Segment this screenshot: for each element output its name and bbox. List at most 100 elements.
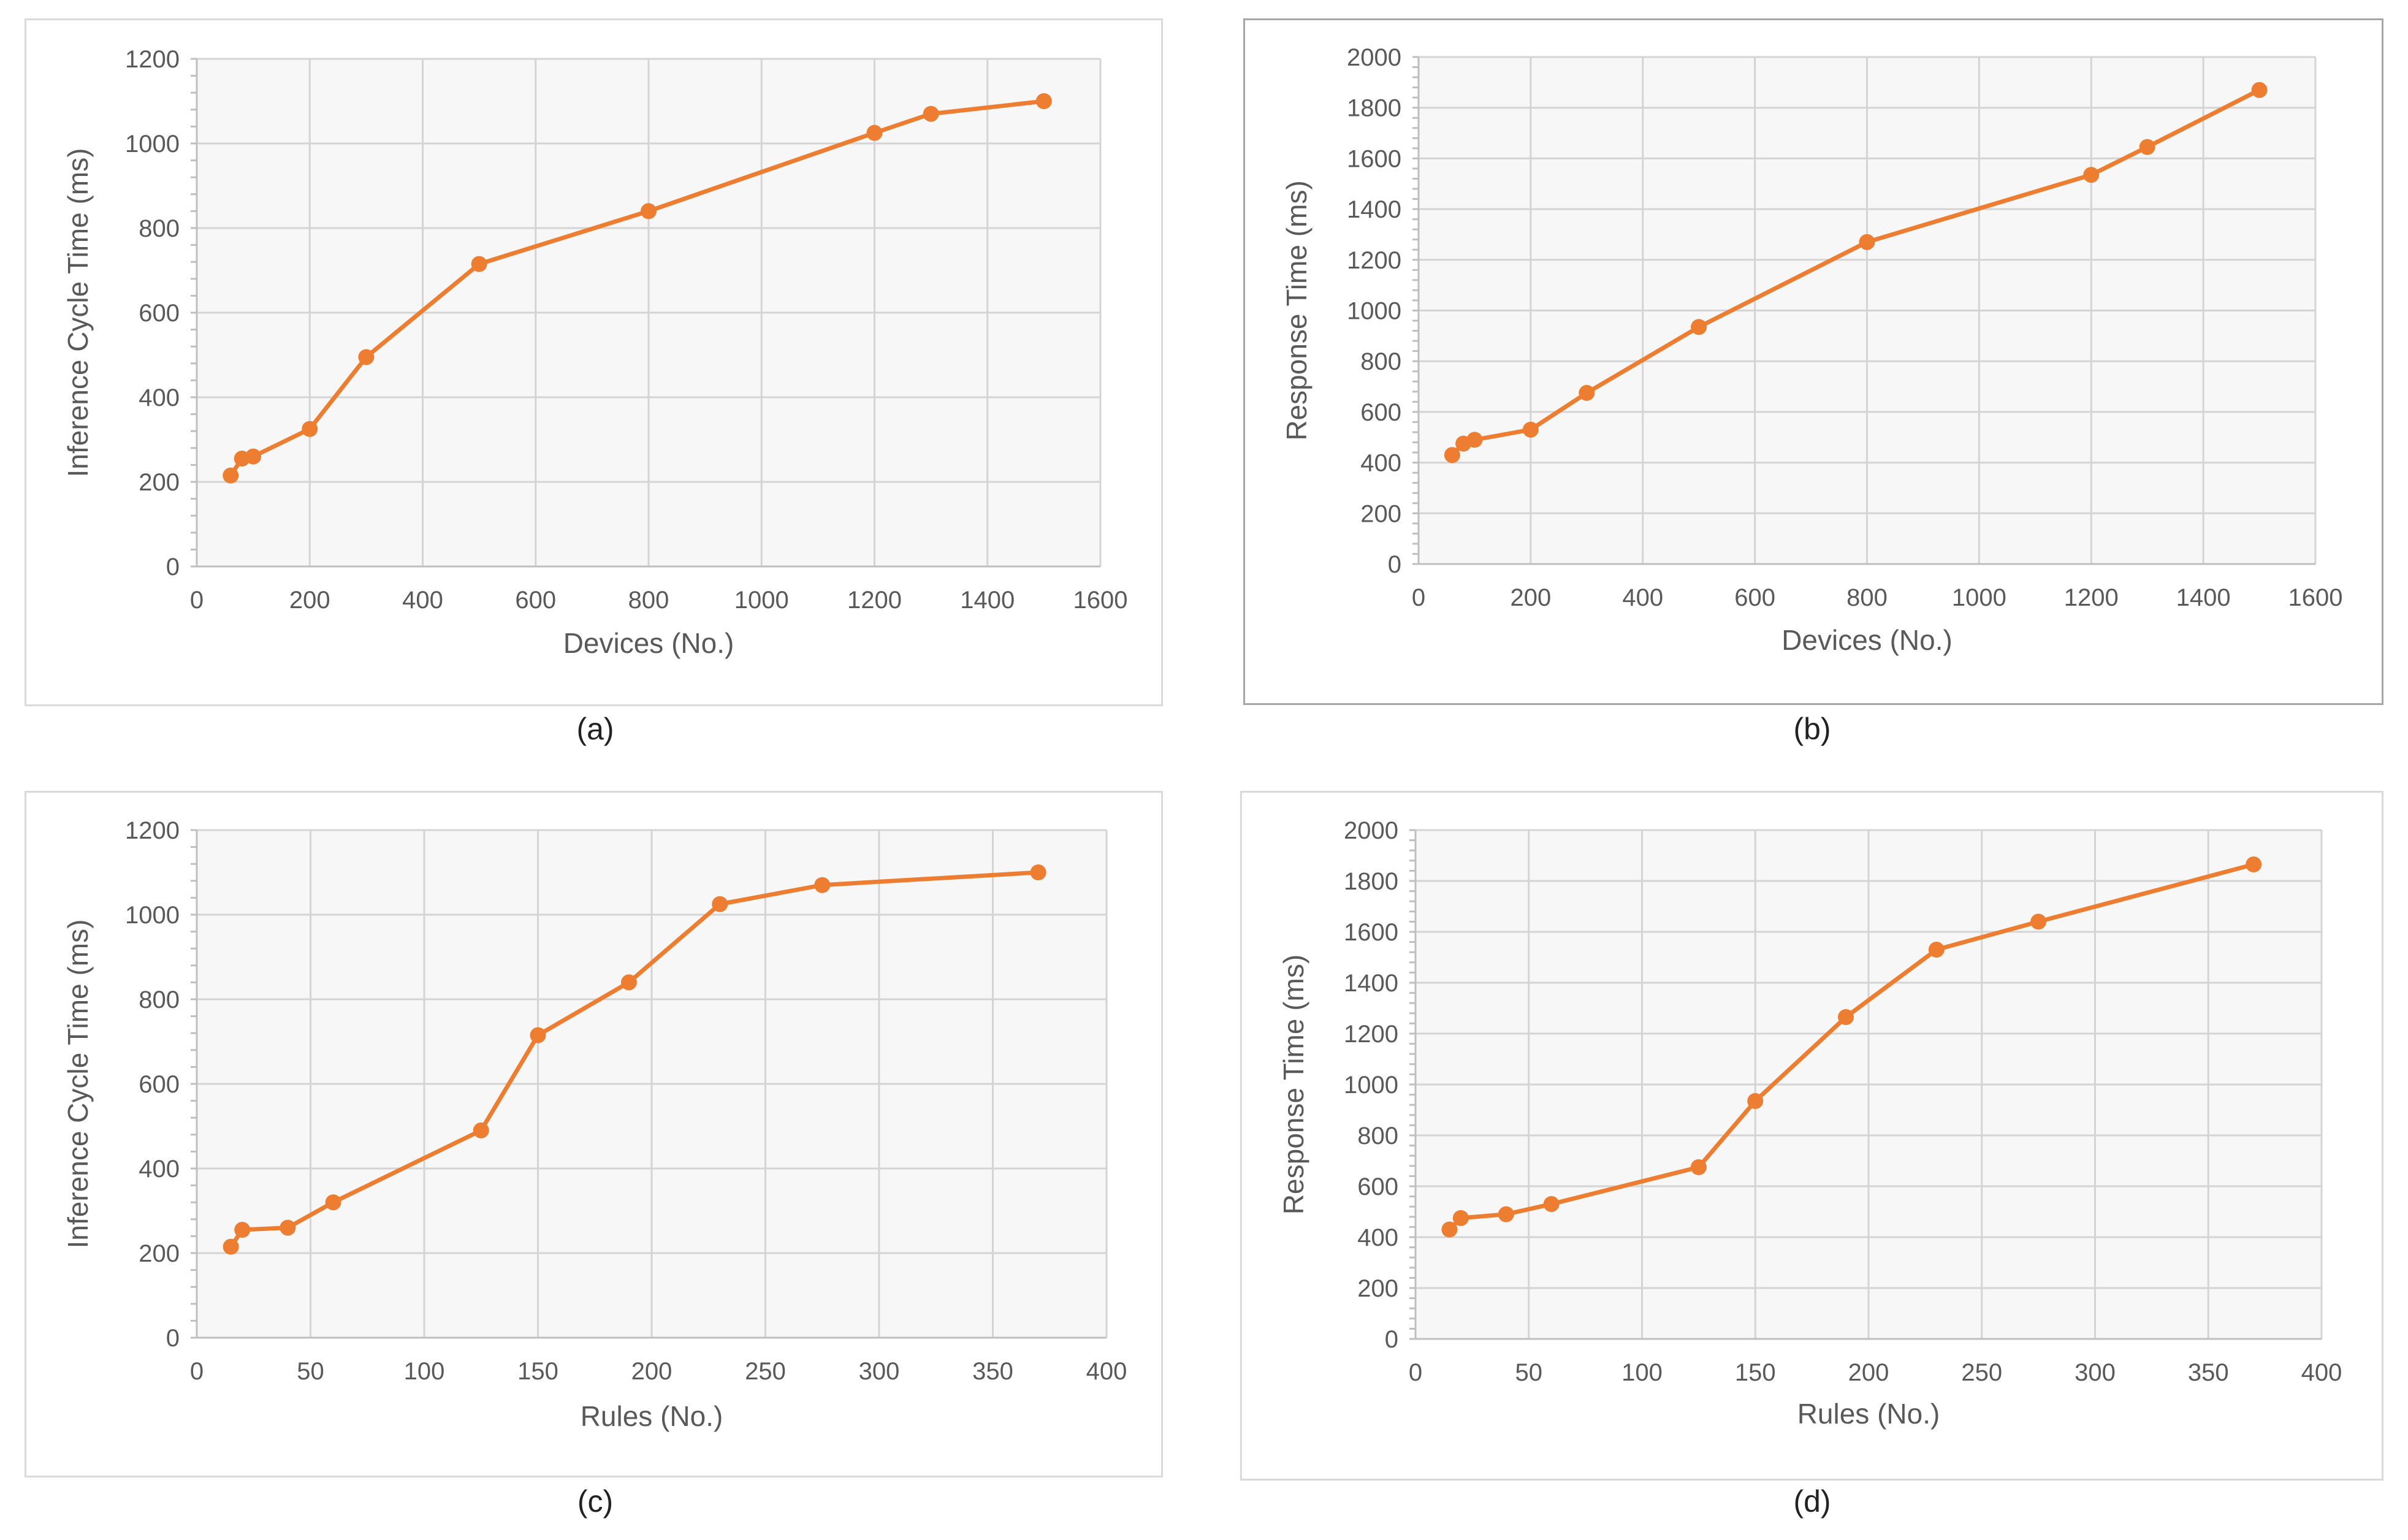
- series-line: [1447, 862, 2255, 1232]
- y-tick-label: 800: [1357, 1123, 1398, 1149]
- x-tick-label: 800: [1846, 584, 1888, 611]
- x-tick-label: 1600: [2288, 584, 2343, 611]
- data-point: [1035, 93, 1052, 109]
- x-tick-label: 0: [190, 1358, 204, 1385]
- y-tick-label: 0: [1388, 551, 1401, 578]
- y-tick-label: 0: [1385, 1326, 1398, 1353]
- data-point: [1579, 384, 1595, 401]
- x-tick-label: 300: [859, 1358, 900, 1385]
- data-point: [1452, 1210, 1469, 1226]
- data-point: [1441, 1221, 1458, 1238]
- data-point: [280, 1219, 296, 1236]
- data-point: [223, 1238, 239, 1255]
- x-tick-label: 1200: [847, 587, 902, 614]
- x-tick-label: 0: [190, 587, 204, 614]
- data-point: [1030, 864, 1046, 880]
- data-point: [471, 256, 487, 272]
- y-tick-label: 400: [1357, 1224, 1398, 1251]
- data-point: [1498, 1206, 1514, 1222]
- chart-panel-b: 0 200 400 600 800 1000 1200 1400 1600 1800 2000 0 20…: [1243, 18, 2383, 705]
- data-point: [1747, 1092, 1764, 1109]
- chart-a: 0 200 400 600 800 1000 1200 0 200 400 600 800 1000 12…: [62, 46, 1128, 659]
- x-tick-label: 350: [2188, 1359, 2229, 1386]
- y-tick-label: 1200: [1344, 1021, 1398, 1048]
- x-tick-label: 600: [1734, 584, 1775, 611]
- x-tick-label: 350: [972, 1358, 1013, 1385]
- data-point: [712, 896, 728, 912]
- y-axis-title: Inference Cycle Time (ms): [62, 148, 94, 478]
- y-tick-label: 1000: [125, 902, 180, 929]
- data-point: [641, 203, 657, 219]
- x-tick-label: 1600: [1073, 587, 1128, 614]
- x-tick-label: 150: [1735, 1359, 1776, 1386]
- data-point: [1444, 447, 1460, 463]
- x-tick-label: 250: [1961, 1359, 2002, 1386]
- data-point: [923, 105, 939, 122]
- series-line: [229, 870, 1038, 1248]
- x-tick-label: 400: [2301, 1359, 2342, 1386]
- y-tick-label: 400: [139, 384, 180, 411]
- x-tick-label: 50: [1515, 1359, 1543, 1386]
- x-axis-title: Devices (No.): [563, 627, 734, 659]
- y-axis-title: Inference Cycle Time (ms): [62, 920, 94, 1249]
- y-tick-label: 200: [139, 469, 180, 496]
- y-tick-label: 600: [1357, 1173, 1398, 1200]
- data-point: [1691, 319, 1707, 335]
- data-point: [1543, 1196, 1560, 1213]
- x-tick-label: 400: [1086, 1358, 1127, 1385]
- y-tick-label: 600: [139, 300, 180, 327]
- chart-panel-c: 0 200 400 600 800 1000 1200 0 50 100 150 200 250 300 3…: [25, 791, 1163, 1477]
- data-point: [473, 1122, 489, 1138]
- y-tick-label: 1800: [1347, 95, 1401, 122]
- data-point: [2030, 913, 2047, 930]
- data-point: [1522, 421, 1539, 438]
- data-point: [223, 467, 239, 484]
- y-tick-label: 2000: [1344, 817, 1398, 844]
- caption-b: (b): [1793, 712, 1831, 746]
- y-tick-label: 1600: [1344, 919, 1398, 946]
- x-tick-label: 1400: [960, 587, 1015, 614]
- x-tick-label: 0: [1409, 1359, 1422, 1386]
- x-tick-label: 1400: [2176, 584, 2231, 611]
- data-point: [245, 448, 262, 465]
- data-point: [814, 877, 831, 893]
- x-tick-label: 200: [631, 1358, 672, 1385]
- x-tick-label: 1000: [1952, 584, 2006, 611]
- x-tick-label: 200: [1511, 584, 1552, 611]
- y-axis-title: Response Time (ms): [1278, 955, 1309, 1214]
- data-point: [234, 1222, 251, 1238]
- data-point: [866, 124, 883, 141]
- x-tick-label: 400: [402, 587, 443, 614]
- y-tick-label: 200: [1357, 1275, 1398, 1302]
- x-tick-label: 1000: [734, 587, 789, 614]
- x-axis-title: Rules (No.): [1797, 1398, 1940, 1430]
- y-tick-label: 1800: [1344, 868, 1398, 895]
- caption-a: (a): [576, 712, 614, 746]
- data-point: [530, 1027, 546, 1043]
- data-point: [2251, 82, 2268, 98]
- x-tick-label: 200: [289, 587, 330, 614]
- y-tick-label: 800: [1360, 348, 1401, 375]
- y-tick-label: 800: [139, 215, 180, 242]
- y-tick-label: 1400: [1347, 196, 1401, 223]
- caption-c: (c): [577, 1484, 614, 1519]
- data-point: [2139, 139, 2155, 155]
- y-tick-label: 1200: [1347, 247, 1401, 274]
- x-tick-label: 1200: [2064, 584, 2119, 611]
- x-tick-label: 100: [404, 1358, 445, 1385]
- y-tick-label: 600: [1360, 399, 1401, 426]
- x-tick-label: 300: [2075, 1359, 2116, 1386]
- y-tick-label: 600: [139, 1071, 180, 1098]
- x-tick-label: 250: [745, 1358, 786, 1385]
- x-tick-label: 200: [1848, 1359, 1889, 1386]
- y-tick-label: 200: [1360, 500, 1401, 527]
- x-tick-label: 100: [1621, 1359, 1663, 1386]
- chart-c: 0 200 400 600 800 1000 1200 0 50 100 150 200 250 300 3…: [62, 817, 1127, 1432]
- chart-d: 0 200 400 600 800 1000 1200 1400 1600 1800 2000 0 50…: [1278, 817, 2342, 1430]
- data-point: [1466, 432, 1483, 448]
- caption-d: (d): [1793, 1484, 1831, 1519]
- y-tick-label: 1000: [1347, 298, 1401, 325]
- y-tick-label: 1400: [1344, 970, 1398, 997]
- y-axis-title: Response Time (ms): [1281, 180, 1313, 440]
- y-tick-label: 1000: [1344, 1072, 1398, 1099]
